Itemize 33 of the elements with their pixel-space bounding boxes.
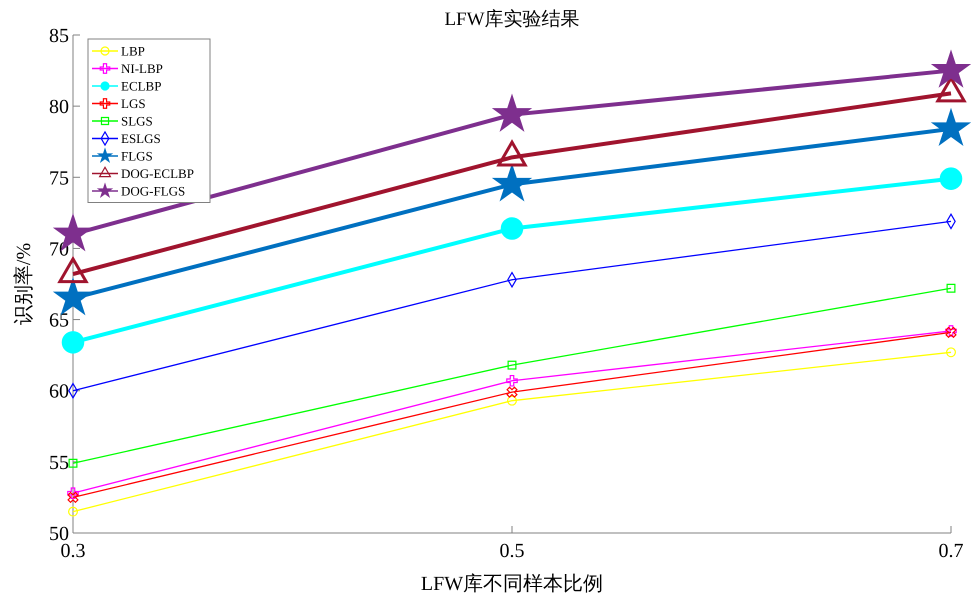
point [940,167,962,190]
x-tick-label: 0.5 [500,540,524,562]
y-tick-label: 55 [49,452,69,474]
y-tick-label: 85 [49,25,69,47]
y-tick-label: 65 [49,310,69,332]
point [508,360,516,370]
legend-label: FLGS [121,148,153,164]
point [946,284,956,293]
y-tick-label: 60 [49,380,69,403]
legend-label: ECLBP [121,78,162,94]
point [68,492,78,503]
legend-label: NI-LBP [121,61,163,76]
legend-label: LBP [121,44,145,59]
point [946,347,956,358]
legend-label: DOG-ECLBP [121,166,194,182]
legend-label: SLGS [121,114,153,129]
legend-label: DOG-FLGS [121,184,186,199]
legend-label: LGS [121,96,146,112]
point [68,458,78,468]
x-tick-label: 0.7 [938,540,964,562]
point [500,217,524,240]
point [506,386,518,398]
point [62,331,84,354]
point [507,396,517,406]
legend-label: ESLGS [121,131,161,146]
x-axis-title: LFW库不同样本比例 [420,573,604,595]
chart-title: LFW库实验结果 [444,8,580,30]
point [506,374,518,387]
y-axis-title: 识别率/% [13,242,35,326]
y-tick-label: 80 [49,96,69,118]
point [67,487,79,499]
y-tick-label: 75 [49,167,69,190]
point [68,506,78,517]
